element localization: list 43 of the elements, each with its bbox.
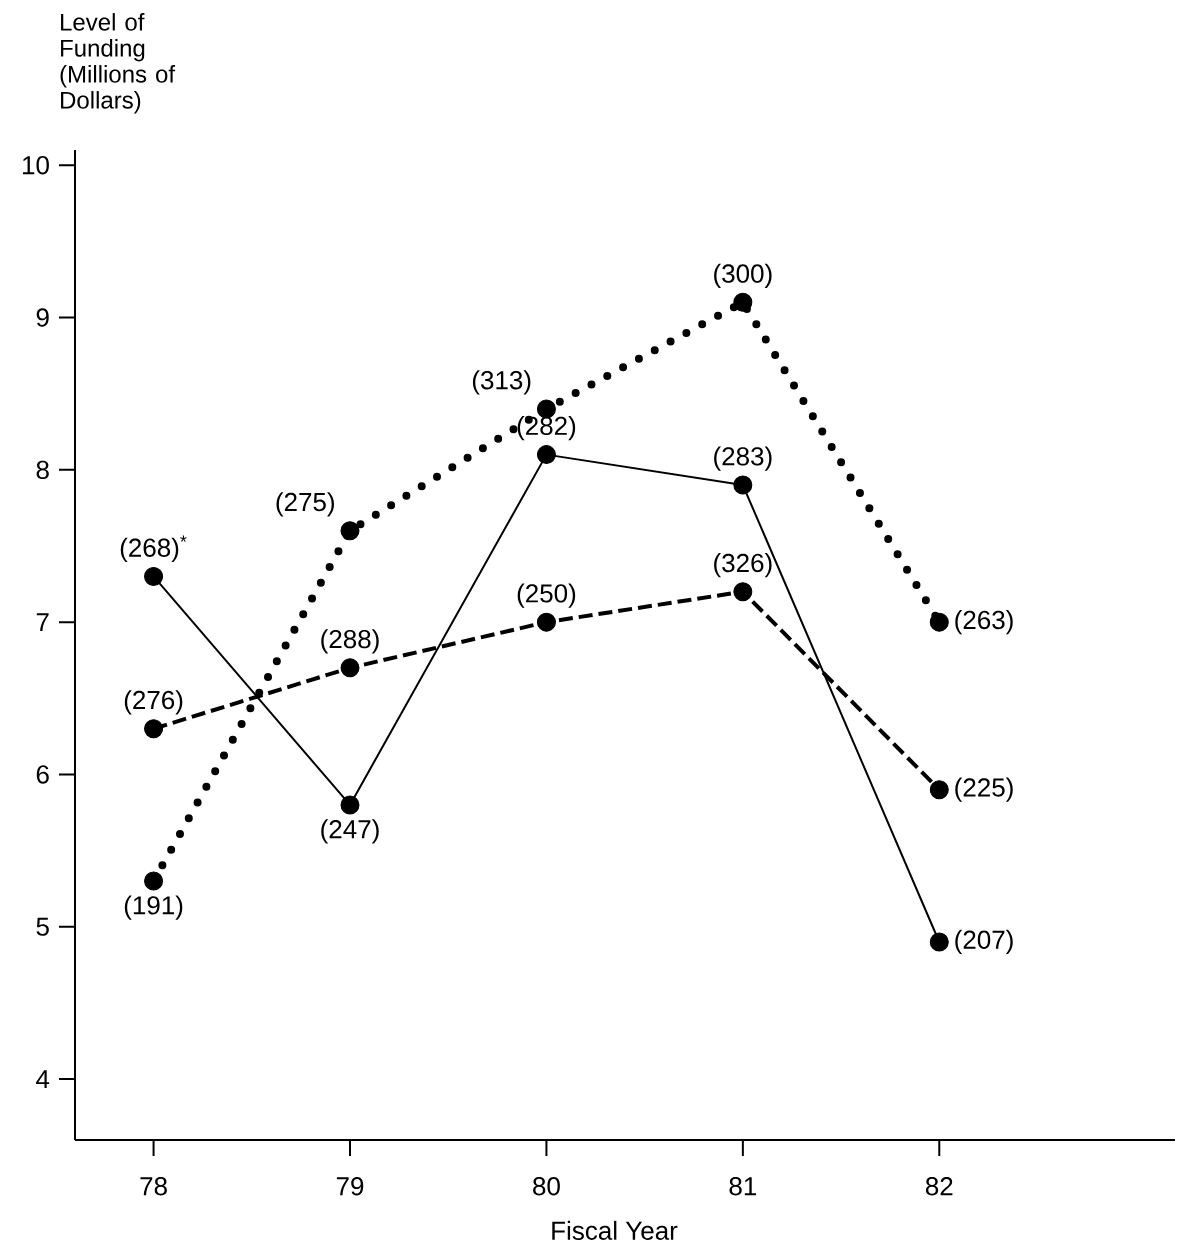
annotation: (263) <box>955 610 1013 635</box>
point <box>733 582 753 602</box>
y-tick-label: 6 <box>36 765 49 784</box>
point <box>144 566 164 586</box>
y-tick-label: 4 <box>36 1070 50 1089</box>
x-axis-title: Fiscal Year <box>552 1220 678 1240</box>
point <box>733 475 753 495</box>
annotation: (326) <box>714 553 772 578</box>
annotation: (275) <box>276 492 334 517</box>
annotation: (191) <box>124 895 183 920</box>
x-tick-label: 80 <box>533 1177 560 1196</box>
x-tick-label: 82 <box>925 1177 953 1196</box>
annotation: (268)$^{*}$ <box>120 535 187 563</box>
annotation: (283) <box>714 446 772 471</box>
y-tick-label: 8 <box>36 460 49 480</box>
y-tick-label: 10 <box>22 156 49 175</box>
point <box>733 292 753 312</box>
point <box>929 780 949 800</box>
point <box>340 521 360 541</box>
point <box>144 871 164 891</box>
annotation: (225) <box>955 777 1013 802</box>
annotation: (247) <box>321 819 379 844</box>
annotation: (276) <box>124 690 183 715</box>
point <box>340 658 360 678</box>
point <box>340 795 360 815</box>
x-tick-label: 78 <box>140 1177 167 1196</box>
annotation: (207) <box>955 929 1013 955</box>
x-tick-label: 81 <box>729 1177 757 1196</box>
x-tick-label: 79 <box>336 1177 364 1196</box>
annotation: (282) <box>517 415 576 441</box>
annotation: (300) <box>714 263 772 288</box>
y-tick-label: 9 <box>36 308 49 327</box>
y-tick-label: 7 <box>36 613 49 632</box>
point <box>929 612 949 632</box>
point <box>536 445 556 465</box>
y-tick-label: 5 <box>36 917 49 936</box>
annotation: (288) <box>321 629 379 654</box>
point <box>929 932 949 952</box>
point <box>536 612 556 632</box>
y-axis-title: Level of Funding (Millions of Dollars) <box>60 13 176 114</box>
annotation: (250) <box>517 583 576 608</box>
point <box>144 719 164 739</box>
annotation: (313) <box>472 370 531 395</box>
